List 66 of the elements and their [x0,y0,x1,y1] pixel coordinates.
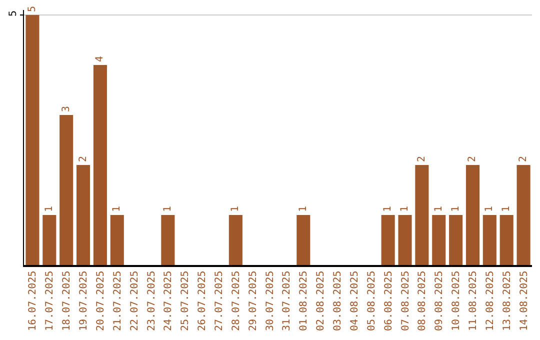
bar [42,215,56,265]
data-label: 2 [467,156,478,162]
x-tick-label: 07.08.2025 [400,270,412,331]
x-tick-label: 06.08.2025 [383,270,394,331]
x-tick-label: 23.07.2025 [146,270,158,331]
data-label: 1 [501,206,512,212]
x-tick-label: 19.07.2025 [78,270,90,331]
bar [449,215,463,265]
data-label: 1 [484,206,496,212]
x-tick-label: 09.08.2025 [434,270,446,331]
x-tick-label: 25.07.2025 [180,270,192,331]
x-tick-label: 05.08.2025 [366,270,378,331]
x-tick-label: 30.07.2025 [264,270,276,331]
bar [398,215,412,265]
x-tick-label: 24.07.2025 [163,270,174,331]
bar [500,215,514,265]
data-label: 1 [450,206,462,212]
bar [228,215,242,265]
data-label: 1 [298,206,309,212]
bar [93,65,107,265]
bar [432,215,446,265]
bar [76,165,90,265]
bar [60,115,74,265]
x-tick-label: 12.08.2025 [484,270,496,331]
x-tick-label: 11.08.2025 [468,270,479,331]
data-label: 1 [400,206,410,212]
data-label: 1 [162,206,174,212]
x-tick-label: 18.07.2025 [62,270,73,331]
bar [296,215,310,265]
x-tick-label: 08.08.2025 [417,270,428,331]
data-label: 2 [416,156,428,162]
data-label: 4 [94,56,106,62]
x-tick-label: 02.08.2025 [316,270,327,331]
bar [415,165,429,265]
x-tick-label: 31.07.2025 [282,270,293,331]
x-tick-label: 20.07.2025 [95,270,106,331]
x-tick-label: 28.07.2025 [230,270,242,331]
x-tick-label: 29.07.2025 [248,270,259,331]
x-tick-label: 26.07.2025 [197,270,208,331]
data-label: 1 [112,206,123,212]
x-tick-label: 13.08.2025 [502,270,513,331]
x-tick-label: 04.08.2025 [349,270,360,331]
x-tick-label: 14.08.2025 [518,270,530,331]
x-tick-label: 21.07.2025 [112,270,124,331]
data-label: 1 [44,206,55,212]
bar [482,215,496,265]
x-tick-label: 16.07.2025 [28,270,39,331]
bar [110,215,124,265]
data-label: 3 [60,106,72,112]
x-tick-label: 10.08.2025 [451,270,462,331]
bar [516,165,530,265]
bar [466,165,480,265]
x-tick-label: 22.07.2025 [129,270,140,331]
data-label: 1 [382,206,394,212]
x-tick-label: 03.08.2025 [332,270,344,331]
x-tick-label: 27.07.2025 [214,270,225,331]
data-label: 1 [230,206,242,212]
bar [161,215,175,265]
data-label: 1 [433,206,444,212]
bar [381,215,395,265]
x-tick-label: 01.08.2025 [298,270,310,331]
x-tick-label: 17.07.2025 [44,270,56,331]
bar [26,15,40,265]
data-label: 2 [518,156,530,162]
data-label: 2 [78,156,89,162]
data-label: 5 [26,6,38,12]
